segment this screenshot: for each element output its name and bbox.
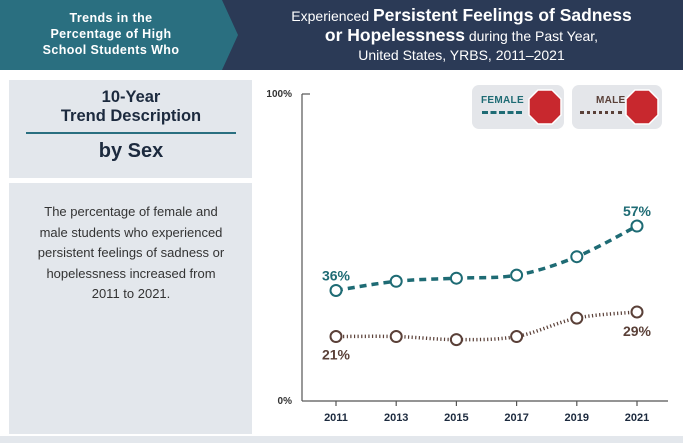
title-bold-1: Persistent Feelings of Sadness: [373, 5, 632, 25]
stop-sign-icon: [528, 89, 562, 125]
header-bar: Trends in the Percentage of High School …: [0, 0, 683, 70]
y-tick-label: 0%: [278, 396, 293, 407]
female-data-point: [449, 271, 463, 285]
x-tick-label: 2019: [565, 412, 589, 424]
x-tick-label: 2011: [324, 412, 348, 424]
female-data-point: [570, 250, 584, 264]
bottom-band: [0, 436, 683, 443]
female-data-point: [389, 274, 403, 288]
header-left-line-2: Percentage of High: [50, 27, 172, 41]
legend-female-line: [482, 111, 522, 114]
male-data-point: [630, 305, 644, 319]
male-data-point: [329, 330, 343, 344]
header-left-line-3: School Students Who: [42, 43, 180, 57]
female-data-point: [329, 283, 343, 297]
legend-male: MALE: [572, 85, 662, 129]
x-tick-label: 2015: [444, 412, 468, 424]
legend-male-line: [580, 111, 622, 114]
header-left-text: Trends in the Percentage of High School …: [0, 10, 222, 58]
title-bold-2: or Hopelessness: [324, 25, 465, 45]
female-last-value-label: 57%: [623, 203, 652, 219]
legend-female: FEMALE: [472, 85, 564, 129]
x-tick-label: 2021: [625, 412, 649, 424]
panel-heading-line-1: 10-Year: [101, 88, 161, 106]
title-pre: Experienced: [291, 8, 370, 24]
x-tick-label: 2017: [504, 412, 528, 424]
male-last-value-label: 29%: [623, 323, 652, 339]
panel-description: The percentage of female and male studen…: [37, 204, 225, 301]
male-first-value-label: 21%: [322, 347, 351, 363]
male-data-point: [570, 311, 584, 325]
panel-heading: 10-Year Trend Description: [26, 88, 236, 126]
header-left-line-1: Trends in the: [69, 11, 153, 25]
legend-female-label: FEMALE: [481, 95, 524, 106]
stop-sign-icon: [625, 89, 659, 125]
female-first-value-label: 36%: [322, 267, 351, 283]
panel-divider: [26, 132, 236, 134]
male-data-point: [389, 330, 403, 344]
header-arrow-shape: [222, 0, 238, 70]
legend-male-label: MALE: [596, 95, 626, 106]
panel-heading-line-2: Trend Description: [60, 107, 202, 125]
panel-band: [9, 178, 252, 183]
male-data-point: [510, 330, 524, 344]
page-title: Experienced Persistent Feelings of Sadne…: [240, 6, 683, 65]
header-left-panel: Trends in the Percentage of High School …: [0, 0, 222, 70]
female-data-point: [510, 268, 524, 282]
female-data-point: [630, 219, 644, 233]
trend-description-panel: 10-Year Trend Description by Sex The per…: [9, 80, 252, 434]
male-series-line: [335, 310, 638, 342]
y-tick-label: 100%: [266, 89, 292, 100]
title-line-3: United States, YRBS, 2011–2021: [358, 47, 565, 63]
x-tick-label: 2013: [384, 412, 408, 424]
female-series-line: [335, 224, 638, 293]
male-data-point: [449, 333, 463, 347]
title-post: during the Past Year,: [468, 28, 599, 44]
panel-subheading: by Sex: [98, 140, 164, 162]
